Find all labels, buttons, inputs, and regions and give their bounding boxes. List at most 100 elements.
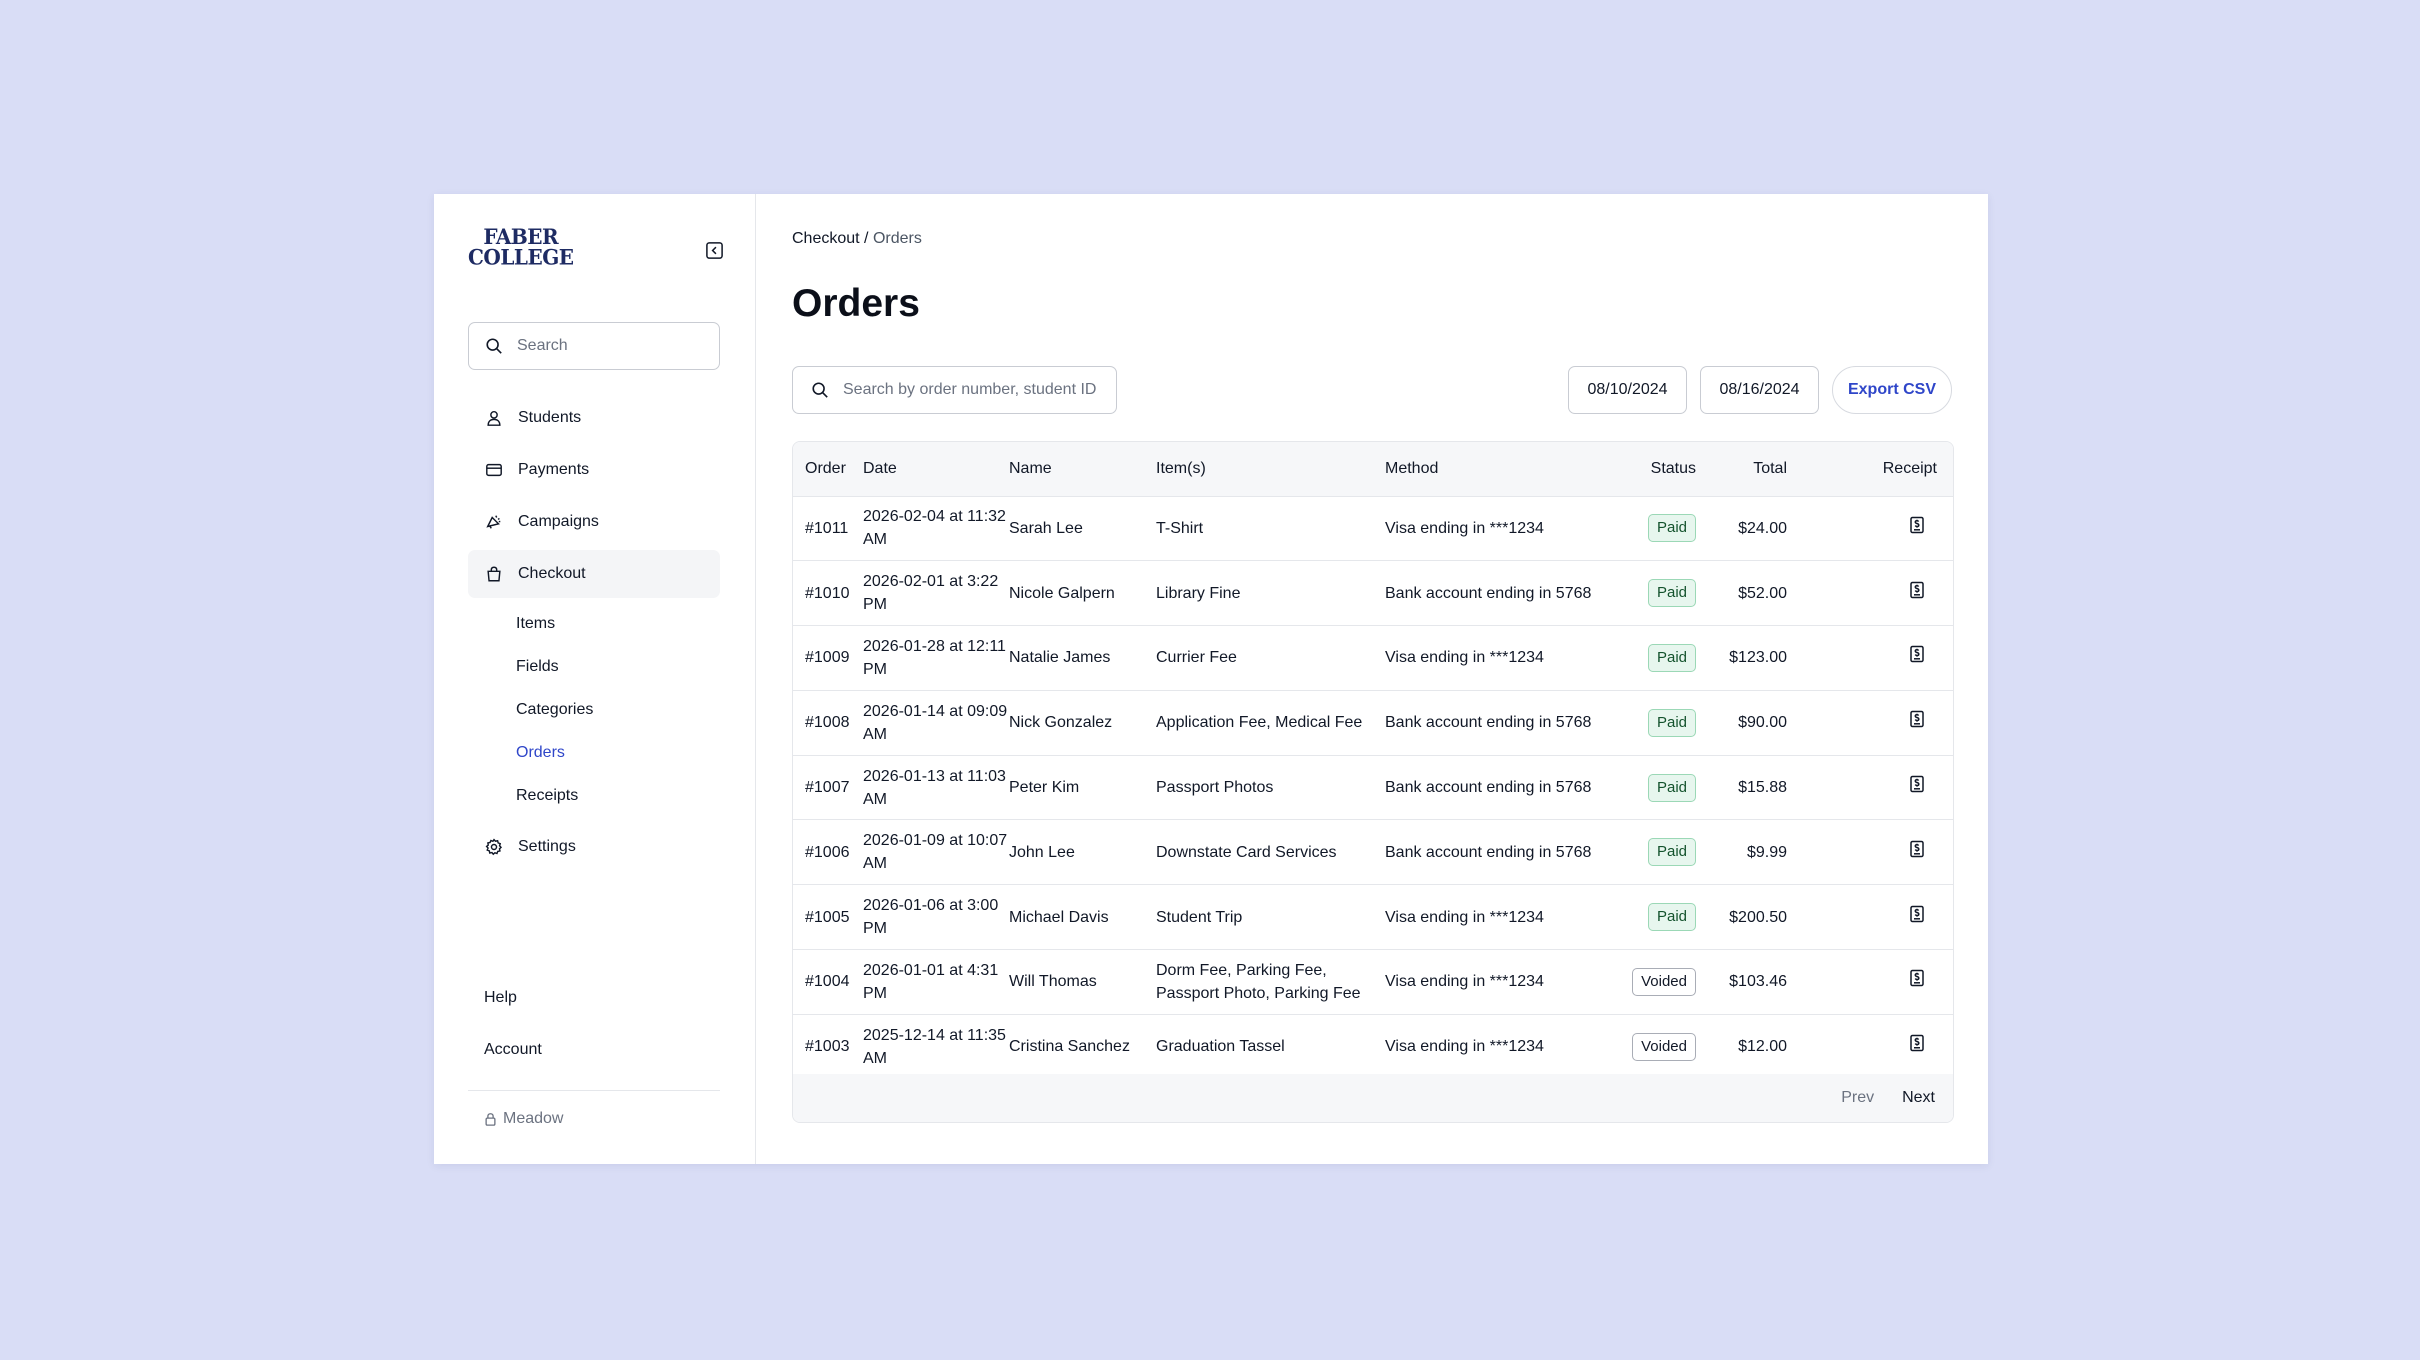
sidebar-item-campaigns[interactable]: Campaigns (468, 498, 720, 546)
cell-name: Nick Gonzalez (1009, 690, 1156, 756)
cell-name: Peter Kim (1009, 755, 1156, 821)
gear-icon (484, 837, 504, 857)
cell-order[interactable]: #1003 (793, 1014, 863, 1080)
sidebar-search[interactable] (468, 322, 720, 370)
sidebar-item-students[interactable]: Students (468, 394, 720, 442)
receipt-icon[interactable] (1909, 581, 1925, 599)
cell-date: 2026-02-01 at 3:22 PM (863, 560, 1009, 627)
search-icon (486, 338, 502, 354)
receipt-icon[interactable] (1909, 645, 1925, 663)
status-badge: Paid (1647, 643, 1696, 672)
receipt-icon[interactable] (1909, 516, 1925, 534)
workspace-name: Meadow (503, 1110, 564, 1127)
cell-total: $90.00 (1696, 690, 1791, 756)
sidebar-nav: Students Payments Campaigns (468, 394, 720, 875)
orders-search[interactable] (792, 366, 1117, 414)
cell-status: Paid (1613, 819, 1696, 886)
table-row[interactable]: #1010 2026-02-01 at 3:22 PM Nicole Galpern… (793, 560, 1953, 627)
subnav-item-receipts[interactable]: Receipts (516, 786, 579, 804)
cell-date: 2026-01-28 at 12:11 PM (863, 625, 1009, 691)
sidebar-bottom: Help Account Meadow (468, 972, 720, 1147)
table-row[interactable]: #1003 2025-12-14 at 11:35 AM Cristina Sanc… (793, 1014, 1953, 1080)
cell-total: $9.99 (1696, 819, 1791, 886)
cell-order[interactable]: #1005 (793, 884, 863, 951)
column-header-date[interactable]: Date (863, 442, 1009, 497)
cell-order[interactable]: #1010 (793, 560, 863, 627)
table-row[interactable]: #1006 2026-01-09 at 10:07 AM John Lee Downs… (793, 819, 1953, 886)
sidebar-item-settings[interactable]: Settings (468, 823, 720, 871)
subnav-item-fields[interactable]: Fields (516, 657, 559, 675)
breadcrumb-checkout[interactable]: Checkout (792, 230, 860, 247)
cell-order[interactable]: #1011 (793, 496, 863, 562)
cell-method: Bank account ending in 5768 (1385, 755, 1613, 821)
cell-method: Visa ending in ***1234 (1385, 496, 1613, 562)
sidebar-item-checkout[interactable]: Checkout (468, 550, 720, 598)
cell-order[interactable]: #1007 (793, 755, 863, 821)
breadcrumb: Checkout / Orders (792, 230, 922, 248)
orders-search-input[interactable] (843, 381, 1103, 399)
workspace-switcher[interactable]: Meadow (468, 1091, 720, 1147)
orders-table-body: #1011 2026-02-04 at 11:32 AM Sarah Lee T-Sh… (793, 496, 1953, 1080)
cell-receipt (1791, 819, 1953, 886)
search-icon (812, 382, 828, 398)
subnav-item-items[interactable]: Items (516, 614, 556, 632)
account-link[interactable]: Account (484, 1041, 542, 1058)
subnav-item-categories[interactable]: Categories (516, 700, 594, 718)
pagination: Prev Next (793, 1074, 1953, 1122)
toolbar-actions: 08/10/2024 08/16/2024 Export CSV (1568, 366, 1952, 414)
cell-total: $200.50 (1696, 884, 1791, 951)
cell-name: Michael Davis (1009, 884, 1156, 951)
cell-method: Visa ending in ***1234 (1385, 625, 1613, 691)
cell-order[interactable]: #1008 (793, 690, 863, 756)
status-badge: Paid (1647, 708, 1696, 737)
app-window: FABER COLLEGE Students (434, 194, 1988, 1164)
date-to-input[interactable]: 08/16/2024 (1700, 366, 1819, 414)
help-link[interactable]: Help (484, 989, 517, 1006)
sidebar-search-input[interactable] (517, 337, 707, 355)
cell-status: Voided (1613, 949, 1696, 1015)
status-badge: Paid (1647, 514, 1696, 543)
receipt-icon[interactable] (1909, 840, 1925, 858)
cell-method: Bank account ending in 5768 (1385, 819, 1613, 886)
collapse-sidebar-button[interactable] (702, 238, 726, 262)
subnav-item-orders[interactable]: Orders (516, 743, 565, 761)
cell-date: 2026-01-14 at 09:09 AM (863, 690, 1009, 756)
receipt-icon[interactable] (1909, 905, 1925, 923)
export-csv-button[interactable]: Export CSV (1832, 366, 1952, 414)
table-row[interactable]: #1005 2026-01-06 at 3:00 PM Michael Davis S… (793, 884, 1953, 951)
cell-order[interactable]: #1009 (793, 625, 863, 691)
prev-page-button[interactable]: Prev (1841, 1089, 1875, 1106)
cell-name: Will Thomas (1009, 949, 1156, 1015)
cell-date: 2026-01-01 at 4:31 PM (863, 949, 1009, 1015)
receipt-icon[interactable] (1909, 969, 1925, 987)
faber-college-logo[interactable]: FABER COLLEGE (468, 225, 574, 267)
cell-name: Natalie James (1009, 625, 1156, 691)
receipt-icon[interactable] (1909, 775, 1925, 793)
cell-items: Passport Photos (1156, 755, 1385, 821)
column-header-total[interactable]: Total (1696, 442, 1791, 497)
cell-items: Graduation Tassel (1156, 1014, 1385, 1080)
column-header-name[interactable]: Name (1009, 442, 1156, 497)
column-header-method[interactable]: Method (1385, 442, 1613, 497)
receipt-icon[interactable] (1909, 710, 1925, 728)
cell-method: Visa ending in ***1234 (1385, 884, 1613, 951)
cell-order[interactable]: #1006 (793, 819, 863, 886)
receipt-icon[interactable] (1909, 1034, 1925, 1052)
cell-order[interactable]: #1004 (793, 949, 863, 1015)
next-page-button[interactable]: Next (1902, 1089, 1935, 1106)
checkout-subnav: Items Fields Categories Orders Receipts (468, 602, 720, 817)
table-row[interactable]: #1008 2026-01-14 at 09:09 AM Nick Gonzalez… (793, 690, 1953, 756)
column-header-items[interactable]: Item(s) (1156, 442, 1385, 497)
table-row[interactable]: #1009 2026-01-28 at 12:11 PM Natalie James… (793, 625, 1953, 691)
date-from-input[interactable]: 08/10/2024 (1568, 366, 1687, 414)
status-badge: Voided (1632, 1032, 1696, 1061)
table-row[interactable]: #1011 2026-02-04 at 11:32 AM Sarah Lee T-Sh… (793, 496, 1953, 562)
table-row[interactable]: #1004 2026-01-01 at 4:31 PM Will Thomas Dor… (793, 949, 1953, 1015)
breadcrumb-separator: / (859, 230, 873, 247)
cell-date: 2026-02-04 at 11:32 AM (863, 496, 1009, 562)
table-row[interactable]: #1007 2026-01-13 at 11:03 AM Peter Kim Pass… (793, 755, 1953, 821)
cell-receipt (1791, 1014, 1953, 1080)
column-header-order[interactable]: Order (793, 442, 863, 497)
column-header-status[interactable]: Status (1613, 442, 1696, 497)
sidebar-item-payments[interactable]: Payments (468, 446, 720, 494)
